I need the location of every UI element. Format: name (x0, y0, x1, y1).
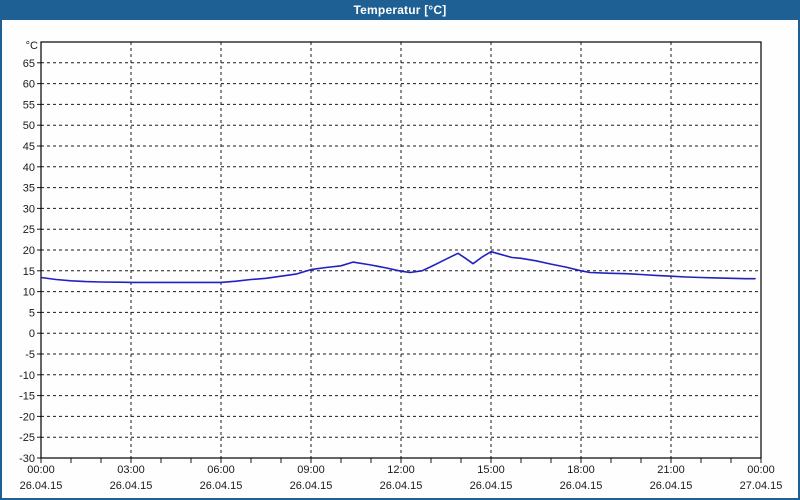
y-axis-tick-label: 65 (23, 58, 35, 70)
x-axis-date-label: 26.04.15 (290, 480, 333, 492)
y-axis-tick-label: 10 (23, 287, 35, 299)
temperature-chart: 65605550454035302520151050-5-10-15-20-25… (19, 40, 783, 492)
y-axis-tick-label: 30 (23, 203, 35, 215)
window-titlebar[interactable]: Temperatur [°C] (2, 2, 798, 20)
x-axis-time-label: 18:00 (567, 464, 595, 476)
y-axis-tick-label: -30 (19, 453, 35, 465)
x-axis-time-label: 12:00 (387, 464, 415, 476)
y-axis-unit-label: °C (26, 40, 38, 52)
y-axis-tick-label: -10 (19, 370, 35, 382)
y-axis-tick-label: 40 (23, 162, 35, 174)
plot-border (40, 41, 762, 459)
x-axis-time-label: 03:00 (117, 464, 145, 476)
x-axis-date-label: 26.04.15 (110, 480, 153, 492)
y-axis-tick-label: 55 (23, 99, 35, 111)
x-axis-time-label: 00:00 (747, 464, 775, 476)
y-axis-tick-label: 35 (23, 183, 35, 195)
x-axis-date-label: 27.04.15 (740, 480, 783, 492)
x-axis-time-label: 21:00 (657, 464, 685, 476)
y-axis-tick-label: -25 (19, 432, 35, 444)
x-axis-time-label: 15:00 (477, 464, 505, 476)
temperature-series-line (40, 250, 756, 284)
x-axis-date-label: 26.04.15 (20, 480, 63, 492)
y-axis-tick-label: 25 (23, 224, 35, 236)
x-axis-date-label: 26.04.15 (650, 480, 693, 492)
y-axis-tick-label: 15 (23, 266, 35, 278)
y-axis-tick-label: 20 (23, 245, 35, 257)
x-axis-date-label: 26.04.15 (560, 480, 603, 492)
x-axis-time-label: 00:00 (27, 464, 55, 476)
x-axis-date-label: 26.04.15 (380, 480, 423, 492)
y-axis-tick-label: 60 (23, 79, 35, 91)
y-axis-tick-label: -15 (19, 391, 35, 403)
chart-area: 65 60 55 50 45 40 35 30 25 20 15 10 5 0 -5 -10 -15 -20 -25… (2, 20, 798, 498)
x-axis-time-label: 06:00 (207, 464, 235, 476)
y-axis-tick-label: -5 (25, 349, 35, 361)
y-axis-tick-label: 45 (23, 141, 35, 153)
y-axis-tick-label: -20 (19, 411, 35, 423)
x-axis-date-label: 26.04.15 (200, 480, 243, 492)
x-axis-time-label: 09:00 (297, 464, 325, 476)
y-axis-tick-label: 5 (29, 307, 35, 319)
x-axis-date-label: 26.04.15 (470, 480, 513, 492)
y-axis-tick-label: 0 (29, 328, 35, 340)
y-axis-tick-label: 50 (23, 120, 35, 132)
window-title: Temperatur [°C] (353, 3, 447, 17)
